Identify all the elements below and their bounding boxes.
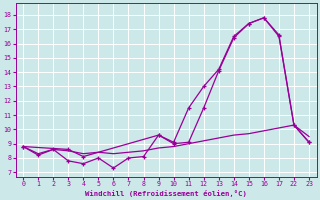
X-axis label: Windchill (Refroidissement éolien,°C): Windchill (Refroidissement éolien,°C): [85, 190, 247, 197]
